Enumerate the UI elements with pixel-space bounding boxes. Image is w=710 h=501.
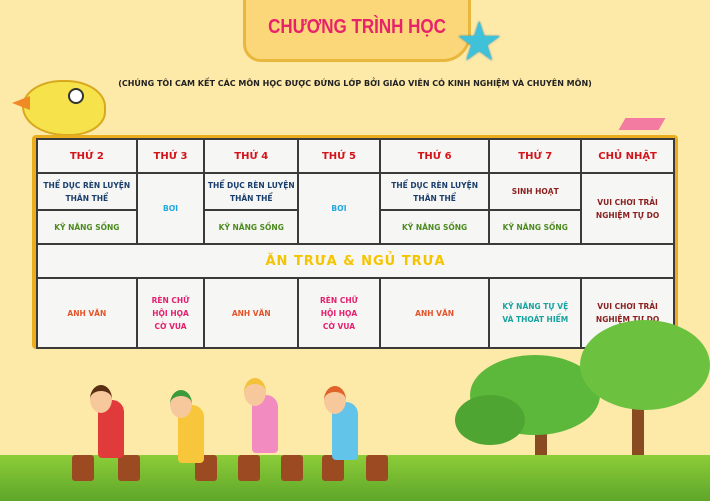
schedule-cell: SINH HOẠT <box>488 172 583 211</box>
afternoon-row: ANH VĂN RÈN CHỮ HỘI HỌA CỜ VUA ANH VĂN RÈN… <box>36 277 675 349</box>
cell-line: CỜ VUA <box>322 321 356 331</box>
schedule-cell: THỂ DỤC RÈN LUYỆN THÂN THỂ <box>203 172 300 211</box>
cell-line: HỘI HỌA <box>320 308 358 318</box>
schedule-cell: KỸ NĂNG SỐNG <box>488 209 583 245</box>
schedule-cell: ANH VĂN <box>378 277 491 349</box>
lunch-label: ĂN TRƯA & NGỦ TRƯA <box>36 243 675 279</box>
cell-line: HỘI HỌA <box>152 308 189 318</box>
schedule-table: THỨ 2 THỨ 3 THỨ 4 THỨ 5 THỨ 6 THỨ 7 CHỦ … <box>36 138 675 349</box>
kite-illustration <box>618 118 666 130</box>
tree-stump <box>72 455 94 481</box>
schedule-cell: RÈN CHỮ HỘI HỌA CỜ VUA <box>135 277 206 349</box>
tree-stump <box>118 455 140 481</box>
child-head <box>324 386 346 414</box>
child-head <box>90 385 112 413</box>
bird-beak <box>12 96 30 110</box>
schedule-cell: KỸ NĂNG TỰ VỆ VÀ THOÁT HIỂM <box>488 277 583 349</box>
page-subtitle: (CHÚNG TÔI CAM KẾT CÁC MÔN HỌC ĐƯỢC ĐỨNG… <box>118 79 592 88</box>
day-header: THỨ 4 <box>203 138 300 174</box>
cell-line: RÈN CHỮ <box>320 295 358 305</box>
child-head <box>244 378 266 406</box>
page-title: CHƯƠNG TRÌNH HỌC <box>268 16 446 38</box>
bird-illustration <box>22 80 106 136</box>
day-header: THỨ 5 <box>297 138 381 174</box>
child-head <box>170 390 192 418</box>
grass-ground <box>0 455 710 501</box>
bird-eye <box>68 88 84 104</box>
tree-stump <box>238 455 260 481</box>
day-header: THỨ 6 <box>378 138 491 174</box>
schedule-cell: THỂ DỤC RÈN LUYỆN THÂN THỂ <box>378 172 491 211</box>
schedule-cell: THỂ DỤC RÈN LUYỆN THÂN THỂ <box>36 172 138 211</box>
tree-illustration <box>580 320 710 410</box>
schedule-cell: KỸ NĂNG SỐNG <box>36 209 138 245</box>
day-header: CHỦ NHẬT <box>580 138 675 174</box>
day-header: THỨ 2 <box>36 138 138 174</box>
schedule-cell: KỸ NĂNG SỐNG <box>203 209 300 245</box>
schedule-cell: ANH VĂN <box>36 277 138 349</box>
morning-row-2: KỸ NĂNG SỐNG KỸ NĂNG SỐNG KỸ NĂNG SỐNG K… <box>36 209 674 245</box>
cell-line: CỜ VUA <box>154 321 187 331</box>
schedule-cell: BƠI <box>297 172 381 245</box>
day-header-row: THỨ 2 THỨ 3 THỨ 4 THỨ 5 THỨ 6 THỨ 7 CHỦ … <box>36 138 675 174</box>
cell-line: RÈN CHỮ <box>151 295 190 305</box>
schedule-cell: ANH VĂN <box>203 277 300 349</box>
tree-stump <box>281 455 303 481</box>
lunch-row: ĂN TRƯA & NGỦ TRƯA <box>36 243 675 279</box>
schedule-cell: BƠI <box>135 172 206 245</box>
tree-stump <box>366 455 388 481</box>
schedule-cell: VUI CHƠI TRẢI NGHIỆM TỰ DO <box>580 172 675 245</box>
tree-illustration <box>455 395 525 445</box>
starfish-icon: ★ <box>455 10 504 73</box>
schedule-cell: KỸ NĂNG SỐNG <box>378 209 491 245</box>
title-banner <box>243 0 471 62</box>
schedule-cell: RÈN CHỮ HỘI HỌA CỜ VUA <box>297 277 381 349</box>
day-header: THỨ 3 <box>135 138 206 174</box>
tree-stump <box>322 455 344 481</box>
morning-row-1: THỂ DỤC RÈN LUYỆN THÂN THỂ BƠI THỂ DỤC R… <box>36 172 675 245</box>
day-header: THỨ 7 <box>488 138 583 174</box>
